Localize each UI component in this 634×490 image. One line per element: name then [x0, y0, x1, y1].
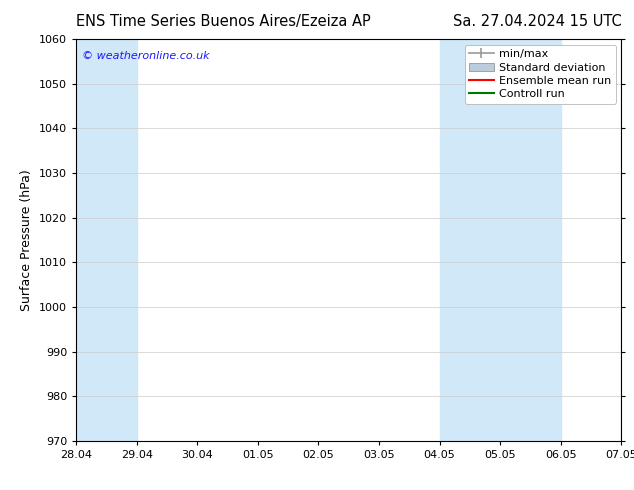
Bar — [76, 39, 137, 441]
Bar — [439, 39, 560, 441]
Text: ENS Time Series Buenos Aires/Ezeiza AP: ENS Time Series Buenos Aires/Ezeiza AP — [76, 14, 371, 29]
Text: © weatheronline.co.uk: © weatheronline.co.uk — [82, 51, 209, 61]
Text: Sa. 27.04.2024 15 UTC: Sa. 27.04.2024 15 UTC — [453, 14, 621, 29]
Legend: min/max, Standard deviation, Ensemble mean run, Controll run: min/max, Standard deviation, Ensemble me… — [465, 45, 616, 104]
Y-axis label: Surface Pressure (hPa): Surface Pressure (hPa) — [20, 169, 34, 311]
